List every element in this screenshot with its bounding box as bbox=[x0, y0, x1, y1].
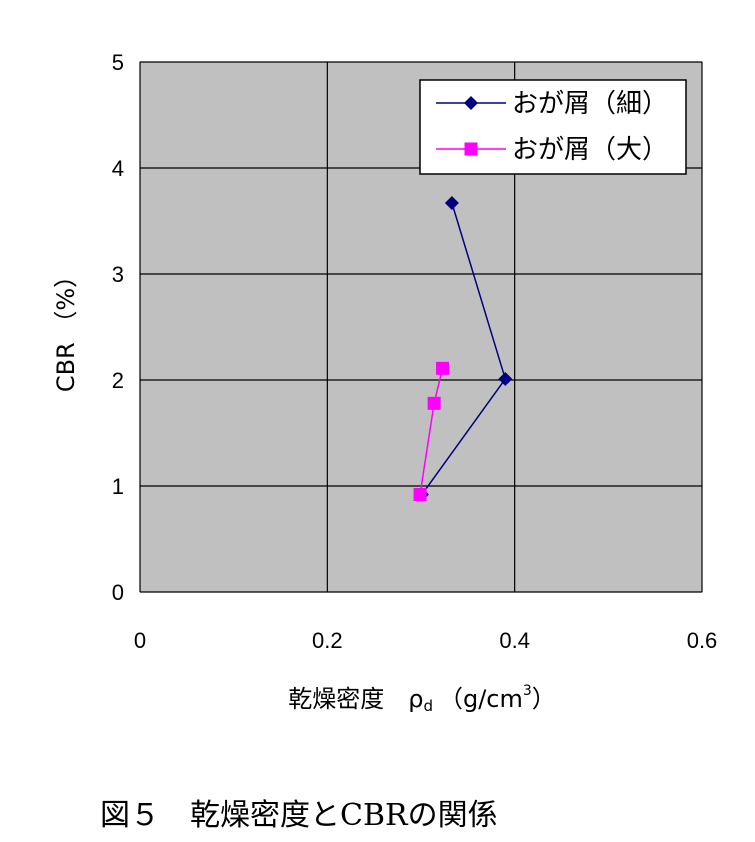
x-tick-label: 0.6 bbox=[687, 628, 718, 653]
legend-box bbox=[419, 79, 687, 175]
data-point bbox=[444, 195, 459, 210]
data-point bbox=[498, 371, 513, 386]
legend-marker bbox=[464, 142, 478, 156]
y-tick-label: 0 bbox=[112, 580, 124, 605]
figure-caption: 図５ 乾燥密度とCBRの関係 bbox=[100, 798, 498, 833]
y-tick-label: 3 bbox=[112, 262, 124, 287]
x-tick-label: 0.4 bbox=[499, 628, 530, 653]
legend-marker bbox=[464, 96, 478, 110]
legend-label: おが屑（大） bbox=[512, 135, 668, 165]
legend-label: おが屑（細） bbox=[512, 89, 668, 119]
x-axis-label-sub: d bbox=[423, 697, 433, 715]
x-axis-label: 乾燥密度 ρd （g/cm3） bbox=[288, 683, 556, 715]
data-point bbox=[413, 487, 427, 501]
x-axis-label-sup: 3 bbox=[523, 683, 532, 699]
x-tick-labels: 0 0.2 0.4 0.6 bbox=[134, 628, 717, 653]
series-square bbox=[413, 361, 450, 501]
y-tick-labels: 0 1 2 3 4 5 bbox=[112, 50, 124, 605]
x-axis-label-close: ） bbox=[532, 685, 556, 713]
y-tick-label: 1 bbox=[112, 474, 124, 499]
data-point bbox=[436, 361, 450, 375]
x-axis-label-main: 乾燥密度 ρ bbox=[288, 685, 423, 713]
y-tick-label: 2 bbox=[112, 368, 124, 393]
y-tick-label: 5 bbox=[112, 50, 124, 75]
legend: おが屑（細） おが屑（大） bbox=[419, 79, 687, 175]
series-group bbox=[413, 195, 513, 502]
x-tick-label: 0.2 bbox=[312, 628, 343, 653]
y-tick-label: 4 bbox=[112, 156, 124, 181]
x-tick-label: 0 bbox=[134, 628, 146, 653]
y-axis-label: CBR （%） bbox=[52, 264, 80, 392]
x-axis-label-unit: （g/cm bbox=[439, 685, 523, 713]
data-point bbox=[427, 396, 441, 410]
